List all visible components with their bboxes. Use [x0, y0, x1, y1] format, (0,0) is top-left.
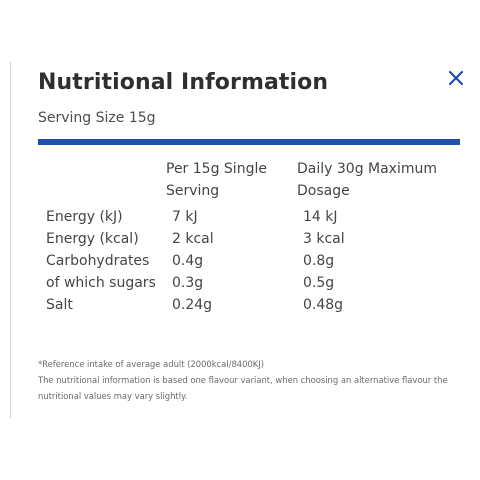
- close-icon: [448, 70, 464, 86]
- daily-max-value: 0.48g: [303, 297, 344, 313]
- per-serving-value: 7 kJ: [172, 209, 198, 225]
- serving-size: Serving Size 15g: [38, 110, 156, 126]
- column-header-per-serving: Per 15g Single Serving: [166, 161, 267, 199]
- table-header-row: Per 15g Single Serving Daily 30g Maximum…: [40, 158, 453, 206]
- daily-max-value: 3 kcal: [303, 231, 345, 247]
- table-row: of which sugars 0.3g 0.5g: [40, 272, 453, 294]
- flavour-disclaimer: The nutritional information is based one…: [38, 375, 448, 401]
- table-row: Energy (kJ) 7 kJ 14 kJ: [40, 206, 453, 228]
- table-row: Energy (kcal) 2 kcal 3 kcal: [40, 228, 453, 250]
- nutrient-label: of which sugars: [46, 275, 156, 291]
- per-serving-value: 2 kcal: [172, 231, 214, 247]
- column-header-nutrient: [40, 158, 166, 206]
- table-row: Carbohydrates 0.4g 0.8g: [40, 250, 453, 272]
- close-button[interactable]: [444, 66, 468, 90]
- reference-intake-note: *Reference intake of average adult (2000…: [38, 359, 265, 369]
- panel-left-border: [10, 62, 11, 418]
- daily-max-value: 0.5g: [303, 275, 335, 291]
- nutrient-label: Energy (kJ): [46, 209, 123, 225]
- accent-divider: [38, 139, 460, 145]
- column-header-daily-max: Daily 30g Maximum Dosage: [297, 161, 438, 199]
- daily-max-value: 14 kJ: [303, 209, 338, 225]
- nutrition-table: Per 15g Single Serving Daily 30g Maximum…: [40, 158, 453, 316]
- nutrient-label: Carbohydrates: [46, 253, 150, 269]
- per-serving-value: 0.3g: [172, 275, 204, 291]
- table-row: Salt 0.24g 0.48g: [40, 294, 453, 316]
- daily-max-value: 0.8g: [303, 253, 335, 269]
- per-serving-value: 0.24g: [172, 297, 213, 313]
- page-title: Nutritional Information: [38, 70, 329, 95]
- per-serving-value: 0.4g: [172, 253, 204, 269]
- nutrient-label: Energy (kcal): [46, 231, 139, 247]
- nutrient-label: Salt: [46, 297, 73, 313]
- footnotes: *Reference intake of average adult (2000…: [38, 356, 464, 404]
